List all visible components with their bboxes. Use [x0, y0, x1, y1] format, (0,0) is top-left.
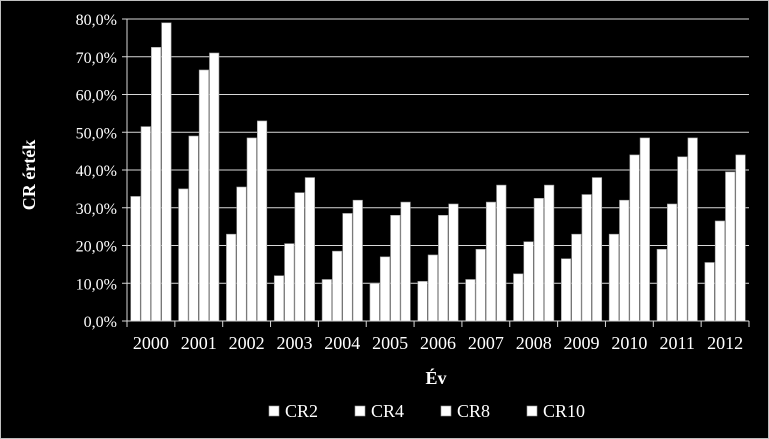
bar-cr10-2005: [400, 201, 411, 322]
bar-cr4-2012: [714, 220, 725, 322]
bar-cr4-2009: [571, 233, 582, 322]
bar-cr2-2009: [561, 258, 572, 322]
legend-label-cr8: CR8: [457, 401, 490, 421]
bar-cr2-2008: [513, 273, 524, 322]
bar-cr10-2008: [544, 184, 555, 322]
bar-cr2-2004: [321, 279, 332, 322]
bar-cr8-2009: [581, 194, 592, 322]
bar-cr10-2010: [639, 137, 650, 322]
bar-cr2-2000: [130, 196, 141, 322]
bar-cr2-2012: [704, 262, 715, 322]
x-tick-label: 2001: [181, 333, 217, 353]
legend-label-cr10: CR10: [543, 401, 585, 421]
bar-cr4-2011: [667, 203, 678, 322]
x-tick-label: 2011: [660, 333, 695, 353]
axes: [122, 18, 750, 327]
x-tick-label: 2009: [564, 333, 600, 353]
x-tick-label: 2010: [611, 333, 647, 353]
bar-cr4-2010: [619, 199, 630, 322]
bar-cr10-2000: [161, 22, 172, 322]
bar-cr10-2006: [448, 203, 459, 322]
bar-cr8-2000: [151, 47, 162, 322]
x-tick-label: 2008: [516, 333, 552, 353]
bar-cr4-2007: [475, 248, 486, 322]
bar-cr4-2000: [140, 126, 151, 322]
bar-cr4-2004: [332, 250, 343, 322]
bar-cr2-2010: [608, 233, 619, 322]
bar-cr2-2006: [417, 281, 428, 322]
x-tick-label: 2002: [229, 333, 265, 353]
bar-cr4-2003: [284, 243, 295, 322]
bar-cr2-2011: [656, 248, 667, 322]
x-tick-label: 2012: [707, 333, 743, 353]
bar-cr10-2012: [735, 154, 746, 322]
bar-cr8-2003: [294, 192, 305, 322]
bar-cr10-2001: [209, 52, 220, 322]
y-tick-label: 60,0%: [76, 88, 117, 105]
y-tick-label: 70,0%: [76, 50, 117, 67]
x-tick-label: 2004: [324, 333, 360, 353]
bar-cr8-2012: [725, 171, 736, 322]
x-tick-label: 2000: [133, 333, 169, 353]
bar-cr4-2005: [379, 256, 391, 322]
legend-swatch-cr2: [268, 405, 280, 417]
x-tick-label: 2006: [420, 333, 456, 353]
bar-cr10-2002: [257, 120, 268, 322]
bar-cr8-2011: [677, 156, 688, 322]
bar-cr4-2001: [188, 135, 199, 322]
bar-cr10-2011: [687, 137, 698, 322]
y-tick-label: 30,0%: [76, 201, 117, 218]
bar-cr8-2005: [390, 215, 401, 322]
x-tick-label: 2007: [468, 333, 504, 353]
y-tick-label: 80,0%: [76, 12, 117, 29]
bar-cr2-2002: [226, 233, 237, 322]
gridlines: [127, 18, 749, 284]
legend-swatch-cr10: [526, 405, 538, 417]
bar-cr4-2002: [236, 186, 247, 322]
bar-cr8-2002: [246, 137, 257, 322]
bar-cr4-2006: [427, 254, 438, 322]
x-axis-title: Év: [425, 367, 446, 388]
bar-cr2-2007: [465, 279, 476, 322]
y-tick-label: 0,0%: [84, 314, 117, 331]
y-axis-title: CR érték: [19, 140, 39, 210]
bar-cr8-2010: [629, 154, 640, 322]
tick-labels: 0,0% 10,0% 20,0% 30,0% 40,0% 50,0% 60,0% 70,0% 8…: [76, 12, 743, 353]
y-tick-label: 50,0%: [76, 125, 117, 142]
y-tick-label: 20,0%: [76, 239, 117, 256]
bar-cr8-2008: [533, 198, 544, 322]
legend-label-cr4: CR4: [371, 401, 404, 421]
bar-cr2-2001: [178, 188, 189, 322]
x-tick-label: 2003: [276, 333, 312, 353]
bar-cr8-2001: [198, 69, 209, 322]
bar-cr2-2005: [369, 282, 380, 322]
bar-cr8-2007: [485, 201, 497, 322]
bars: [130, 22, 746, 322]
bar-cr2-2003: [273, 275, 285, 322]
bar-cr10-2007: [496, 184, 507, 322]
bar-cr10-2009: [591, 177, 603, 322]
bar-cr8-2006: [438, 215, 449, 322]
legend-swatch-cr8: [440, 405, 452, 417]
bar-cr10-2003: [304, 177, 315, 322]
bar-cr4-2008: [523, 241, 534, 322]
legend-label-cr2: CR2: [285, 401, 318, 421]
y-tick-label: 40,0%: [76, 163, 117, 180]
y-tick-label: 10,0%: [76, 276, 117, 293]
x-tick-label: 2005: [372, 333, 408, 353]
legend-swatch-cr4: [354, 405, 366, 417]
legend: CR2 CR4 CR8 CR10: [268, 401, 585, 421]
bar-cr8-2004: [342, 213, 353, 322]
bar-cr10-2004: [352, 199, 363, 322]
